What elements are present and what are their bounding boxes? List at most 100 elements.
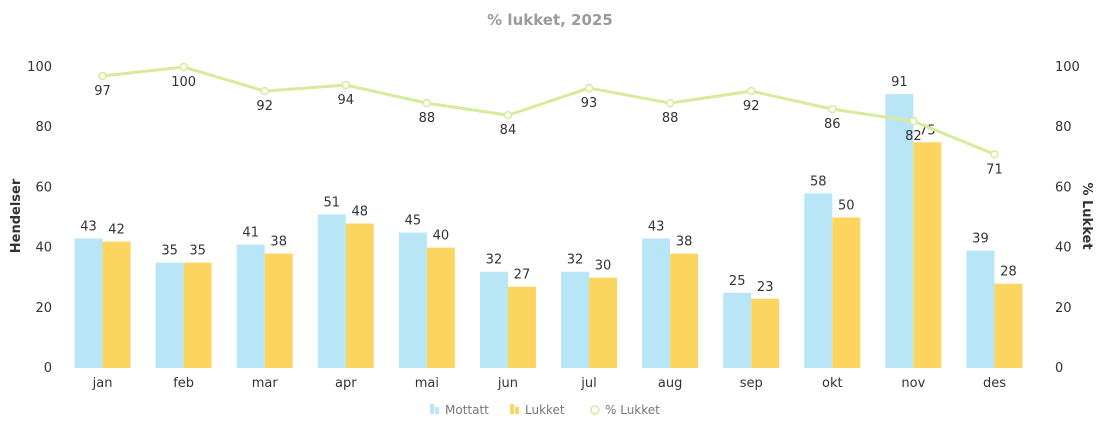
line-data-label: 97 [94, 84, 111, 99]
legend-swatch--lukket [590, 405, 600, 415]
line-data-label: 88 [662, 111, 679, 126]
y-axis-right-title: % Lukket [1079, 182, 1094, 249]
bar-lukket-sep [751, 298, 780, 368]
bar-mottatt-sep [723, 292, 752, 368]
data-label: 91 [891, 75, 908, 90]
y-tick-label-right: 100 [1055, 60, 1080, 75]
y-axis-left-title: Hendelser [9, 178, 24, 253]
line-point [260, 86, 269, 96]
line-point [179, 62, 188, 72]
line-point [990, 150, 999, 159]
data-label: 35 [161, 244, 178, 259]
bar-mottatt-jan [74, 238, 103, 368]
data-label: 43 [80, 220, 97, 235]
legend: Mottatt Lukket % Lukket [430, 403, 660, 417]
bar-lukket-mai [426, 247, 455, 368]
y-tick-label: 40 [35, 241, 52, 256]
data-label: 48 [352, 205, 369, 220]
line-data-label: 82 [905, 129, 922, 144]
line-point [503, 110, 513, 120]
bar-lukket-des [994, 283, 1023, 368]
legend-label--lukket: % Lukket [605, 403, 660, 417]
bar-mottatt-mai [398, 232, 427, 368]
y-tick-label-right: 60 [1055, 180, 1072, 195]
x-tick-label: mar [252, 376, 279, 391]
line-data-label: 100 [171, 75, 196, 90]
line-data-label: 84 [500, 123, 517, 138]
data-label: 40 [433, 229, 450, 244]
x-tick-label: sep [740, 376, 763, 391]
data-label: 41 [242, 226, 259, 241]
line-data-label: 88 [419, 111, 436, 126]
legend-swatch-mottatt-b [435, 407, 439, 414]
data-label: 50 [838, 199, 855, 214]
y-axis-left: 0 20 40 60 80 100 [27, 60, 52, 376]
line-data-label: 94 [338, 93, 355, 108]
data-label: 45 [405, 214, 422, 229]
data-label: 42 [108, 223, 125, 238]
chart-title: % lukket, 2025 [487, 11, 613, 29]
x-tick-label: jun [497, 376, 518, 391]
line-data-label: 93 [581, 96, 598, 111]
bar-lukket-aug [670, 253, 699, 368]
data-label: 38 [270, 235, 287, 250]
data-label: 32 [567, 253, 584, 268]
x-tick-label: mai [415, 376, 439, 391]
line-point [341, 80, 351, 90]
line-point [584, 83, 594, 93]
legend-label-mottatt: Mottatt [445, 403, 489, 417]
legend-label-lukket: Lukket [525, 403, 565, 417]
bar-mottatt-jul [561, 271, 590, 368]
y-tick-label-right: 80 [1055, 120, 1072, 135]
line-point [98, 71, 107, 81]
line-point [828, 104, 837, 114]
bar-lukket-nov [913, 142, 942, 368]
bar-lukket-apr [345, 223, 374, 368]
bar-mottatt-mar [236, 244, 265, 368]
bar-mottatt-feb [155, 262, 184, 368]
data-label: 25 [729, 274, 746, 289]
line-series-pct-lukket [102, 65, 996, 156]
bar-mottatt-aug [642, 238, 671, 368]
data-label: 32 [486, 253, 503, 268]
bar-lukket-jan [102, 241, 131, 368]
bar-mottatt-nov [885, 94, 914, 368]
data-label: 58 [810, 174, 827, 189]
line-data-label: 92 [743, 99, 760, 114]
x-tick-label: okt [822, 376, 843, 391]
bar-lukket-feb [183, 262, 212, 368]
bar-mottatt-apr [317, 214, 346, 368]
line-group: 97 100 92 94 88 84 93 88 92 86 82 71 [94, 62, 1003, 177]
data-label: 23 [757, 280, 774, 295]
data-label: 35 [189, 244, 206, 259]
data-label: 51 [324, 195, 341, 210]
y-tick-label: 80 [35, 120, 52, 135]
data-label: 38 [676, 235, 693, 250]
bar-lukket-jul [589, 277, 618, 368]
x-tick-label: feb [173, 376, 194, 391]
x-axis: jan feb mar apr mai jun jul aug sep okt nov des [92, 376, 1007, 391]
legend-swatch-lukket [510, 404, 514, 414]
bar-lukket-mar [264, 253, 293, 368]
bar-mottatt-des [966, 250, 995, 368]
y-tick-label-right: 40 [1055, 241, 1072, 256]
data-label: 30 [595, 259, 612, 274]
y-tick-label: 100 [27, 60, 52, 75]
line-data-label: 92 [256, 99, 273, 114]
y-tick-label-right: 20 [1055, 301, 1072, 316]
data-label: 39 [972, 232, 989, 247]
x-tick-label: aug [658, 376, 682, 391]
x-tick-label: jan [92, 376, 113, 391]
data-label: 43 [648, 220, 665, 235]
x-tick-label: jul [580, 376, 596, 391]
y-tick-label-right: 0 [1055, 361, 1063, 376]
bar-lukket-jun [507, 286, 536, 368]
y-tick-label: 20 [35, 301, 52, 316]
bar-lukket-okt [832, 217, 861, 368]
line-point [665, 98, 675, 108]
y-tick-label: 60 [35, 180, 52, 195]
bar-mottatt-jun [479, 271, 508, 368]
legend-swatch-mottatt [430, 404, 434, 414]
legend-swatch-lukket-b [515, 407, 519, 414]
bar-mottatt-okt [804, 193, 833, 368]
